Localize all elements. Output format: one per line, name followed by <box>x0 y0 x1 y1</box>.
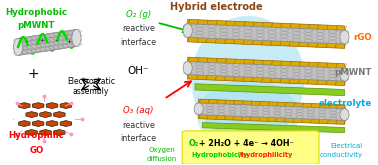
Text: -: - <box>55 38 57 43</box>
Polygon shape <box>198 103 344 120</box>
Polygon shape <box>188 34 344 48</box>
Text: Hybrid electrode: Hybrid electrode <box>170 2 262 12</box>
Text: pMWNT: pMWNT <box>335 68 372 77</box>
Text: Hydrophobic: Hydrophobic <box>5 8 67 17</box>
Text: pMWNT: pMWNT <box>18 21 55 30</box>
Ellipse shape <box>183 24 192 37</box>
Polygon shape <box>188 72 344 85</box>
Polygon shape <box>188 19 344 34</box>
Ellipse shape <box>14 38 23 55</box>
Text: electrolyte: electrolyte <box>319 99 372 108</box>
Polygon shape <box>198 99 344 111</box>
Ellipse shape <box>72 30 81 46</box>
Polygon shape <box>188 57 344 71</box>
Text: +: + <box>67 39 72 44</box>
Ellipse shape <box>194 103 203 115</box>
Text: reactive: reactive <box>122 121 155 130</box>
Text: /hydrophilicity: /hydrophilicity <box>240 152 293 158</box>
Text: -: - <box>26 39 28 44</box>
Text: conductivity: conductivity <box>319 151 363 158</box>
Ellipse shape <box>183 62 192 75</box>
Text: rGO: rGO <box>353 33 372 42</box>
Text: +: + <box>39 38 45 43</box>
Ellipse shape <box>340 68 349 81</box>
Text: assembly: assembly <box>73 87 109 96</box>
Text: interface: interface <box>121 37 156 47</box>
Text: interface: interface <box>121 134 156 143</box>
Text: Hydrophobicity: Hydrophobicity <box>191 152 248 158</box>
Text: diffusion: diffusion <box>147 156 177 162</box>
Ellipse shape <box>340 30 349 44</box>
Text: Electrical: Electrical <box>330 143 363 148</box>
Ellipse shape <box>191 16 304 143</box>
Polygon shape <box>18 30 76 55</box>
Polygon shape <box>188 24 344 44</box>
Text: GO: GO <box>29 146 43 155</box>
Ellipse shape <box>197 80 299 151</box>
Text: Hydrophilic: Hydrophilic <box>8 131 64 140</box>
Polygon shape <box>202 123 344 133</box>
Polygon shape <box>188 62 344 81</box>
Text: Oxygen: Oxygen <box>149 148 175 153</box>
Text: O₂: O₂ <box>189 139 199 148</box>
Polygon shape <box>198 112 344 124</box>
Text: O₃ (aq): O₃ (aq) <box>123 106 154 115</box>
Text: OH⁻: OH⁻ <box>128 66 149 76</box>
Text: Electrostatic: Electrostatic <box>67 77 115 86</box>
Polygon shape <box>195 84 344 96</box>
Text: + 2H₂O + 4e⁻ → 4OH⁻: + 2H₂O + 4e⁻ → 4OH⁻ <box>197 139 294 148</box>
FancyBboxPatch shape <box>182 131 319 164</box>
Text: O₂ (g): O₂ (g) <box>126 10 151 19</box>
Ellipse shape <box>340 109 349 120</box>
Text: +: + <box>28 67 40 81</box>
Text: reactive: reactive <box>122 24 155 33</box>
